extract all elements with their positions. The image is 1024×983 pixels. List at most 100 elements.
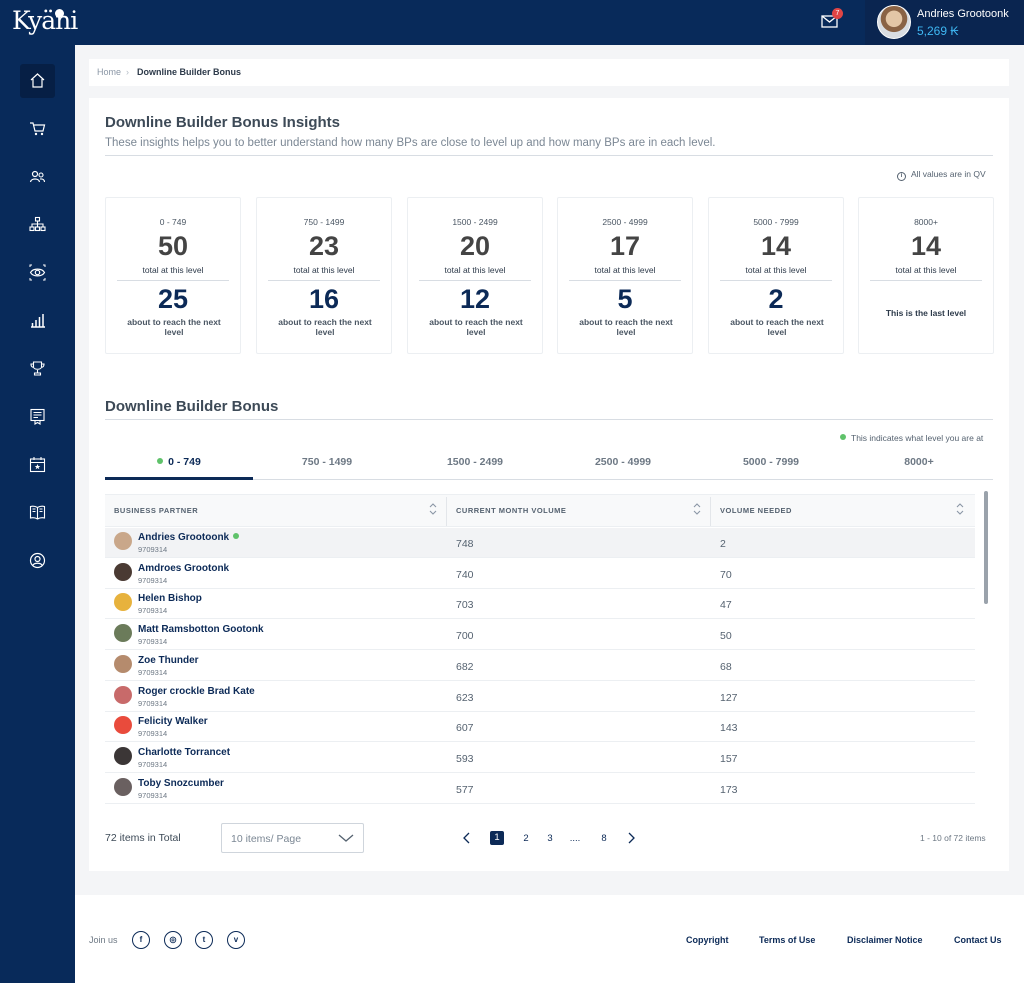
twitter-icon[interactable]: t [195,931,213,949]
card-total-label: total at this level [745,265,807,275]
current-level-dot-icon [157,458,164,464]
partner-name[interactable]: Zoe Thunder [138,655,199,666]
tab-750-1499[interactable]: 750 - 1499 [301,456,353,468]
sidebar-item-reports[interactable] [20,304,55,338]
table-row[interactable]: Toby Snozcumber 9709314 577 173 [105,774,975,804]
user-menu[interactable]: Andries Grootoonk 5,269 ₭ [865,0,1024,45]
level-card: 1500 - 2499 20 total at this level 12 ab… [407,197,543,354]
level-card: 8000+ 14 total at this level This is the… [858,197,994,354]
sort-icon[interactable] [692,501,702,517]
tab-0-749[interactable]: 0 - 749 [105,456,253,480]
prev-page-icon[interactable] [462,832,472,844]
page-3-button[interactable]: 3 [547,833,553,844]
sidebar-item-events[interactable] [20,448,55,482]
tab-1500-2499[interactable]: 1500 - 2499 [446,456,504,468]
table-row[interactable]: Roger crockle Brad Kate 9709314 623 127 [105,682,975,712]
footer-link-contact[interactable]: Contact Us [954,935,1002,945]
card-divider [720,280,832,281]
vimeo-icon[interactable]: v [227,931,245,949]
sidebar-item-library[interactable] [20,496,55,530]
card-range: 0 - 749 [159,217,187,227]
partner-name[interactable]: Charlotte Torrancet [138,747,231,758]
card-total: 20 [459,231,491,261]
footer-link-disclaimer[interactable]: Disclaimer Notice [847,935,923,945]
table-header: BUSINESS PARTNER CURRENT MONTH VOLUME VO… [105,494,975,527]
page-1-button[interactable]: 1 [490,831,504,845]
page-2-button[interactable]: 2 [523,833,529,844]
card-divider [419,280,531,281]
partner-id: 9709314 [138,576,168,585]
volume-needed: 47 [720,599,732,611]
volume-needed: 2 [720,538,726,550]
partner-id: 9709314 [138,791,168,800]
card-range: 8000+ [914,217,938,227]
current-volume: 703 [456,599,474,611]
partner-name[interactable]: Roger crockle Brad Kate [138,686,255,697]
card-total: 17 [609,231,641,261]
card-total-label: total at this level [142,265,204,275]
table-row[interactable]: Zoe Thunder 9709314 682 68 [105,651,975,681]
level-note-text: This indicates what level you are at [851,433,984,443]
partner-name[interactable]: Toby Snozcumber [138,778,224,789]
footer-link-terms[interactable]: Terms of Use [759,935,816,945]
sidebar-item-achievements[interactable] [20,352,55,386]
sidebar-item-certificates[interactable] [20,400,55,434]
table-row[interactable]: Andries Grootoonk 9709314 748 2 [105,528,975,558]
home-icon [30,73,45,88]
tab-5000-7999[interactable]: 5000 - 7999 [742,456,800,468]
avatar [114,778,132,796]
partner-name[interactable]: Amdroes Grootonk [138,563,230,574]
total-items: 72 items in Total [105,832,181,844]
column-header-volume[interactable]: CURRENT MONTH VOLUME [456,506,567,515]
insights-divider [105,155,993,156]
table-row[interactable]: Felicity Walker 9709314 607 143 [105,712,975,742]
sidebar-item-insights[interactable] [20,256,55,290]
page-8-button[interactable]: 8 [601,833,607,844]
partner-name[interactable]: Andries Grootoonk [138,532,240,543]
table-row[interactable]: Amdroes Grootonk 9709314 740 70 [105,559,975,589]
cart-icon [30,122,46,136]
notification-badge: 7 [832,8,843,19]
table-row[interactable]: Charlotte Torrancet 9709314 593 157 [105,743,975,773]
volume-needed: 127 [720,692,738,704]
partner-name[interactable]: Matt Ramsbotton Gootonk [138,624,264,635]
avatar [114,563,132,581]
tab-2500-4999[interactable]: 2500 - 4999 [594,456,652,468]
tab-8000-plus[interactable]: 8000+ [904,456,934,468]
breadcrumb-home[interactable]: Home [97,67,122,77]
card-total: 23 [308,231,340,261]
sort-icon[interactable] [428,501,438,517]
current-volume: 577 [456,784,474,796]
current-volume: 607 [456,722,474,734]
next-page-icon[interactable] [626,832,636,844]
column-header-partner[interactable]: BUSINESS PARTNER [114,506,199,515]
footer-link-copyright[interactable]: Copyright [686,935,729,945]
chevron-down-icon [338,834,354,842]
avatar [114,593,132,611]
partner-name[interactable]: Felicity Walker [138,716,208,727]
avatar [114,655,132,673]
card-total-label: total at this level [895,265,957,275]
book-icon [29,505,46,520]
sidebar-item-profile[interactable] [20,544,55,578]
page-size-select[interactable]: 10 items/ Page [221,823,364,853]
sidebar-item-shop[interactable] [20,112,55,146]
sidebar [0,45,75,983]
table-row[interactable]: Helen Bishop 9709314 703 47 [105,589,975,619]
sidebar-item-team[interactable] [20,160,55,194]
kyani-logo[interactable]: Kyäni [12,6,78,35]
level-indicator-note: This indicates what level you are at [840,433,983,443]
column-header-needed[interactable]: VOLUME NEEDED [720,506,792,515]
sort-icon[interactable] [955,501,965,517]
page-ellipsis[interactable]: .... [569,833,581,844]
sidebar-item-home[interactable] [20,64,55,98]
partner-name[interactable]: Helen Bishop [138,593,202,604]
card-next-count: 5 [617,284,633,314]
table-row[interactable]: Matt Ramsbotton Gootonk 9709314 700 50 [105,620,975,650]
card-next-count: 16 [308,284,340,314]
instagram-icon[interactable]: ◎ [164,931,182,949]
facebook-icon[interactable]: f [132,931,150,949]
sidebar-item-network[interactable] [20,208,55,242]
card-next-label: about to reach the next level [429,317,523,337]
table-scrollbar[interactable] [984,491,988,604]
